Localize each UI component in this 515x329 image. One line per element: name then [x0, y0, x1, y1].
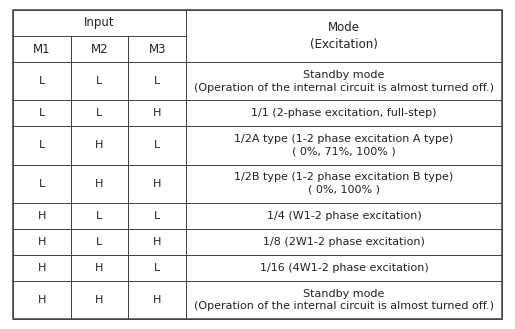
Bar — [128, 281, 186, 319]
Text: L: L — [39, 108, 45, 118]
Text: Mode
(Excitation): Mode (Excitation) — [310, 21, 378, 51]
Text: H: H — [95, 140, 104, 150]
Bar — [186, 255, 502, 281]
Bar — [13, 10, 186, 36]
Text: M3: M3 — [148, 42, 166, 56]
Bar — [71, 126, 128, 164]
Bar — [71, 281, 128, 319]
Bar — [128, 126, 186, 164]
Text: L: L — [96, 237, 102, 247]
Text: L: L — [154, 211, 160, 221]
Bar — [186, 281, 502, 319]
Text: H: H — [95, 179, 104, 189]
Text: L: L — [39, 76, 45, 86]
Bar — [13, 164, 71, 203]
Bar — [186, 229, 502, 255]
Bar — [71, 62, 128, 100]
Text: H: H — [38, 211, 46, 221]
Text: H: H — [153, 108, 161, 118]
Bar — [128, 100, 186, 126]
Bar — [128, 164, 186, 203]
Text: H: H — [153, 295, 161, 305]
Bar — [13, 255, 71, 281]
Text: H: H — [38, 237, 46, 247]
Bar — [128, 229, 186, 255]
Text: 1/1 (2-phase excitation, full-step): 1/1 (2-phase excitation, full-step) — [251, 108, 437, 118]
Bar — [13, 203, 71, 229]
Text: H: H — [38, 295, 46, 305]
Text: M1: M1 — [33, 42, 50, 56]
Bar — [71, 229, 128, 255]
Bar — [186, 100, 502, 126]
Text: H: H — [153, 179, 161, 189]
Text: 1/16 (4W1-2 phase excitation): 1/16 (4W1-2 phase excitation) — [260, 263, 428, 273]
Text: Standby mode
(Operation of the internal circuit is almost turned off.): Standby mode (Operation of the internal … — [194, 289, 494, 312]
Text: 1/2B type (1-2 phase excitation B type)
( 0%, 100% ): 1/2B type (1-2 phase excitation B type) … — [234, 172, 454, 195]
Text: H: H — [38, 263, 46, 273]
Bar — [13, 36, 71, 62]
Text: 1/4 (W1-2 phase excitation): 1/4 (W1-2 phase excitation) — [267, 211, 421, 221]
Text: 1/2A type (1-2 phase excitation A type)
( 0%, 71%, 100% ): 1/2A type (1-2 phase excitation A type) … — [234, 134, 454, 157]
Text: L: L — [154, 140, 160, 150]
Bar — [128, 203, 186, 229]
Text: Standby mode
(Operation of the internal circuit is almost turned off.): Standby mode (Operation of the internal … — [194, 70, 494, 92]
Bar — [71, 164, 128, 203]
Bar — [13, 100, 71, 126]
Text: H: H — [95, 263, 104, 273]
Bar — [186, 10, 502, 62]
Bar — [71, 36, 128, 62]
Bar — [128, 36, 186, 62]
Text: 1/8 (2W1-2 phase excitation): 1/8 (2W1-2 phase excitation) — [263, 237, 425, 247]
Text: Input: Input — [84, 16, 115, 29]
Bar — [13, 229, 71, 255]
Bar — [13, 126, 71, 164]
Bar — [186, 203, 502, 229]
Bar — [13, 281, 71, 319]
Bar — [186, 62, 502, 100]
Bar — [13, 62, 71, 100]
Text: M2: M2 — [91, 42, 108, 56]
Text: L: L — [39, 179, 45, 189]
Bar — [128, 255, 186, 281]
Text: L: L — [96, 108, 102, 118]
Text: L: L — [96, 211, 102, 221]
Bar — [128, 62, 186, 100]
Bar — [71, 203, 128, 229]
Text: L: L — [154, 76, 160, 86]
Bar — [71, 255, 128, 281]
Text: H: H — [95, 295, 104, 305]
Bar — [71, 100, 128, 126]
Bar — [186, 164, 502, 203]
Bar — [186, 126, 502, 164]
Text: L: L — [96, 76, 102, 86]
Text: L: L — [39, 140, 45, 150]
Text: H: H — [153, 237, 161, 247]
Text: L: L — [154, 263, 160, 273]
